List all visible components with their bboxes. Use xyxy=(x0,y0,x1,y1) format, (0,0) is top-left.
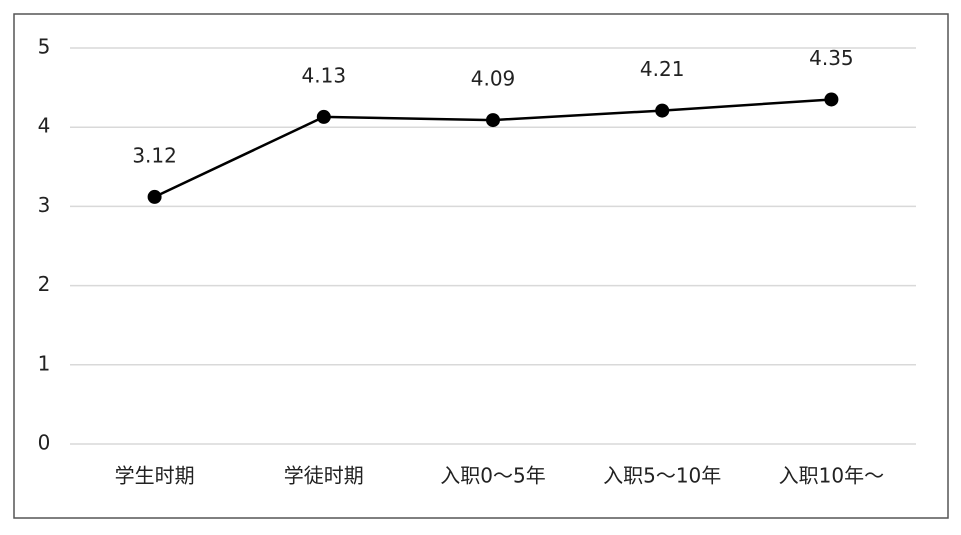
x-tick-label: 入职0～5年 xyxy=(440,464,545,488)
y-tick-label: 2 xyxy=(38,272,51,296)
y-tick-label: 4 xyxy=(38,114,51,138)
data-label: 4.35 xyxy=(809,46,854,70)
y-tick-label: 0 xyxy=(38,431,51,455)
x-tick-label: 入职10年～ xyxy=(779,464,884,488)
data-point xyxy=(147,189,162,204)
y-tick-label: 3 xyxy=(38,193,51,217)
y-tick-label: 1 xyxy=(38,351,51,375)
data-label: 4.09 xyxy=(471,67,516,91)
x-tick-label: 入职5～10年 xyxy=(603,464,721,488)
x-tick-label: 学徒时期 xyxy=(284,464,364,488)
data-label: 4.13 xyxy=(302,63,347,87)
data-label: 4.21 xyxy=(640,57,685,81)
data-point xyxy=(316,109,331,124)
data-point xyxy=(655,103,670,118)
data-label: 3.12 xyxy=(132,143,177,167)
data-point xyxy=(824,92,839,107)
y-tick-label: 5 xyxy=(38,35,51,59)
x-tick-label: 学生时期 xyxy=(115,464,195,488)
data-point xyxy=(486,113,500,128)
chart-frame xyxy=(13,13,949,519)
